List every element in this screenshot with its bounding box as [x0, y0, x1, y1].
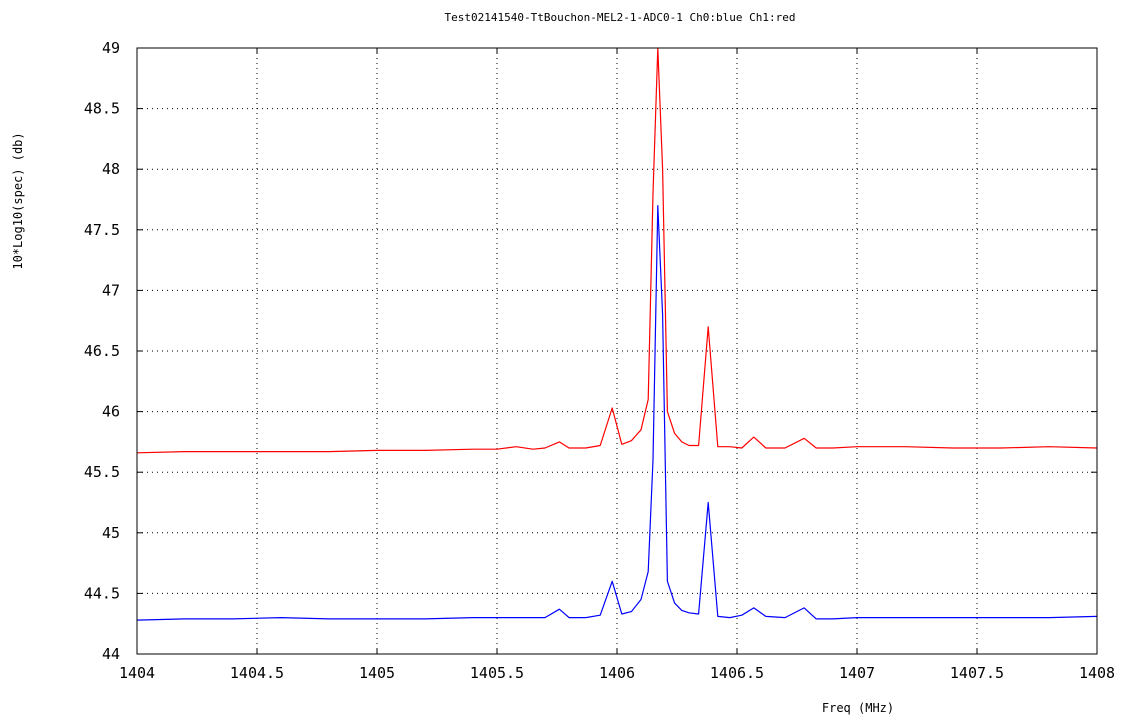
- chart-title: Test02141540-TtBouchon-MEL2-1-ADC0-1 Ch0…: [445, 11, 796, 24]
- y-tick-label: 48: [102, 160, 120, 178]
- grid-lines: [137, 48, 1097, 654]
- x-tick-label: 1408: [1079, 664, 1115, 682]
- x-tick-label: 1405.5: [470, 664, 524, 682]
- series-line-ch0-blue: [136, 205, 1098, 621]
- x-tick-label: 1407.5: [950, 664, 1004, 682]
- x-tick-label: 1405: [359, 664, 395, 682]
- y-tick-label: 44: [102, 645, 120, 663]
- y-tick-label: 46.5: [84, 342, 120, 360]
- x-tick-label: 1406: [599, 664, 635, 682]
- y-tick-label: 48.5: [84, 100, 120, 118]
- y-tick-label: 45: [102, 524, 120, 542]
- y-tick-label: 47.5: [84, 221, 120, 239]
- y-axis-label: 10*Log10(spec) (db): [11, 132, 25, 269]
- x-tick-label: 1404: [119, 664, 155, 682]
- x-axis-label: Freq (MHz): [822, 701, 894, 715]
- x-tick-label: 1407: [839, 664, 875, 682]
- y-tick-label: 44.5: [84, 584, 120, 602]
- x-tick-label: 1406.5: [710, 664, 764, 682]
- y-tick-label: 49: [102, 39, 120, 57]
- tick-label-layer: 1404 1404.5 1405 1405.5 1406 1406.5 1407 1407.5…: [84, 39, 1115, 682]
- y-tick-label: 47: [102, 281, 120, 299]
- tick-layer: [136, 47, 1098, 655]
- y-tick-label: 45.5: [84, 463, 120, 481]
- x-tick-label: 1404.5: [230, 664, 284, 682]
- y-tick-label: 46: [102, 403, 120, 421]
